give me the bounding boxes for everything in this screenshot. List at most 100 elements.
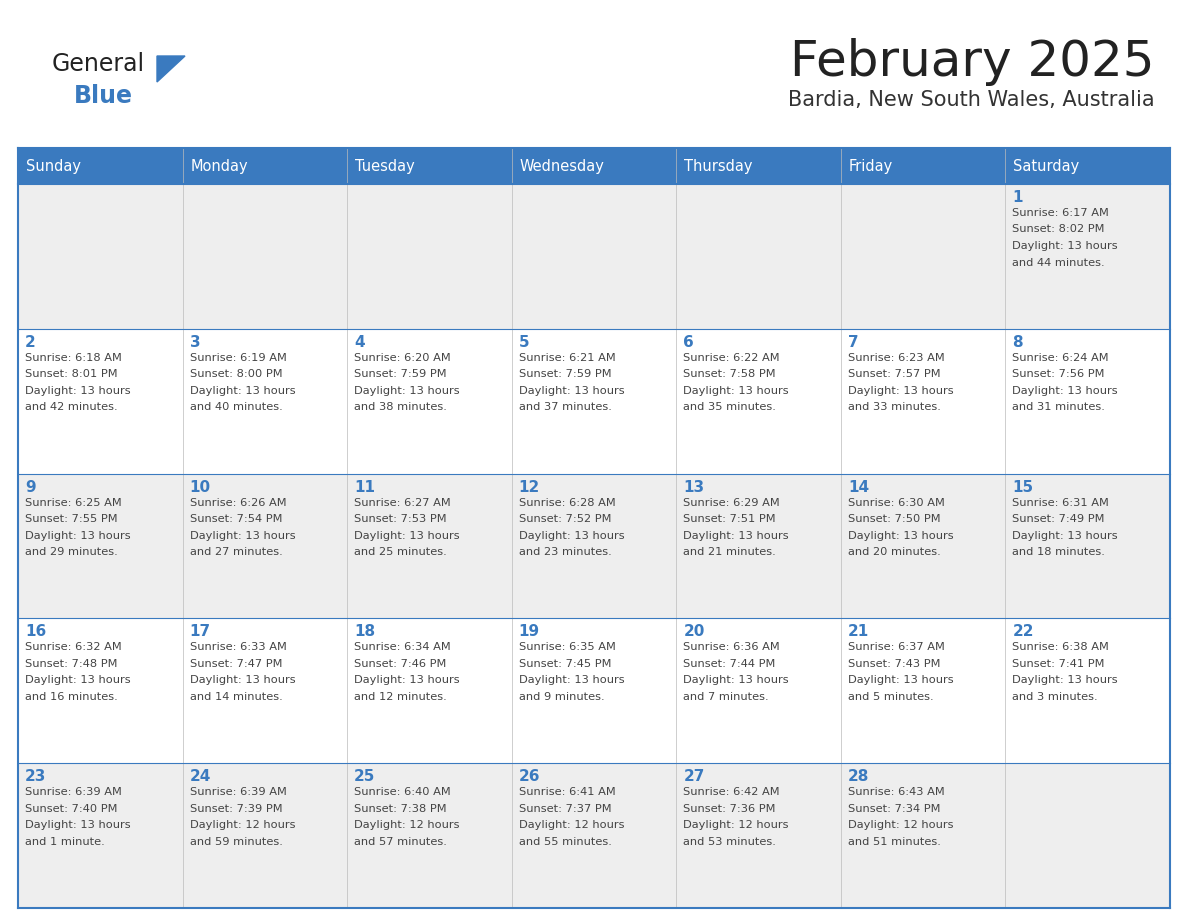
Text: Sunrise: 6:34 AM: Sunrise: 6:34 AM: [354, 643, 451, 653]
Text: Sunrise: 6:37 AM: Sunrise: 6:37 AM: [848, 643, 944, 653]
Text: 18: 18: [354, 624, 375, 640]
Text: Sunset: 7:45 PM: Sunset: 7:45 PM: [519, 659, 611, 669]
Text: Sunrise: 6:28 AM: Sunrise: 6:28 AM: [519, 498, 615, 508]
Text: 14: 14: [848, 479, 868, 495]
Text: 16: 16: [25, 624, 46, 640]
Text: 7: 7: [848, 335, 859, 350]
Text: Sunrise: 6:42 AM: Sunrise: 6:42 AM: [683, 788, 779, 797]
Bar: [841, 329, 1005, 474]
Text: Sunset: 7:46 PM: Sunset: 7:46 PM: [354, 659, 447, 669]
Bar: [841, 619, 1005, 763]
Text: Daylight: 12 hours: Daylight: 12 hours: [354, 820, 460, 830]
Text: Daylight: 13 hours: Daylight: 13 hours: [25, 386, 131, 396]
Text: and 53 minutes.: and 53 minutes.: [683, 836, 776, 846]
Text: Sunset: 7:37 PM: Sunset: 7:37 PM: [519, 803, 612, 813]
Text: Thursday: Thursday: [684, 159, 753, 174]
Bar: [18, 184, 183, 329]
Bar: [347, 329, 512, 474]
Text: Sunrise: 6:33 AM: Sunrise: 6:33 AM: [190, 643, 286, 653]
Text: 3: 3: [190, 335, 201, 350]
Text: 5: 5: [519, 335, 530, 350]
Text: 9: 9: [25, 479, 36, 495]
Text: and 33 minutes.: and 33 minutes.: [848, 402, 941, 412]
Text: Sunset: 7:57 PM: Sunset: 7:57 PM: [848, 369, 941, 379]
Text: and 20 minutes.: and 20 minutes.: [848, 547, 941, 557]
Bar: [183, 184, 347, 329]
Text: and 5 minutes.: and 5 minutes.: [848, 692, 934, 702]
Bar: [1005, 619, 1170, 763]
Text: and 9 minutes.: and 9 minutes.: [519, 692, 605, 702]
Text: and 12 minutes.: and 12 minutes.: [354, 692, 447, 702]
Text: 17: 17: [190, 624, 210, 640]
Bar: [512, 619, 676, 763]
Text: and 1 minute.: and 1 minute.: [25, 836, 105, 846]
Text: Sunset: 7:53 PM: Sunset: 7:53 PM: [354, 514, 447, 524]
Bar: [841, 763, 1005, 908]
Text: Daylight: 12 hours: Daylight: 12 hours: [683, 820, 789, 830]
Text: Sunrise: 6:25 AM: Sunrise: 6:25 AM: [25, 498, 121, 508]
Text: Daylight: 13 hours: Daylight: 13 hours: [683, 386, 789, 396]
Text: 8: 8: [1012, 335, 1023, 350]
Text: and 29 minutes.: and 29 minutes.: [25, 547, 118, 557]
Text: Sunrise: 6:27 AM: Sunrise: 6:27 AM: [354, 498, 451, 508]
Text: Sunset: 7:44 PM: Sunset: 7:44 PM: [683, 659, 776, 669]
Text: Sunrise: 6:31 AM: Sunrise: 6:31 AM: [1012, 498, 1110, 508]
Bar: [183, 619, 347, 763]
Text: Daylight: 13 hours: Daylight: 13 hours: [683, 676, 789, 686]
Text: Daylight: 13 hours: Daylight: 13 hours: [1012, 386, 1118, 396]
Text: Daylight: 13 hours: Daylight: 13 hours: [848, 531, 954, 541]
Text: 27: 27: [683, 769, 704, 784]
Text: General: General: [52, 52, 145, 76]
Text: Sunrise: 6:22 AM: Sunrise: 6:22 AM: [683, 353, 779, 363]
Text: Sunday: Sunday: [26, 159, 81, 174]
Text: Daylight: 13 hours: Daylight: 13 hours: [1012, 241, 1118, 251]
Polygon shape: [157, 56, 185, 82]
Text: and 55 minutes.: and 55 minutes.: [519, 836, 612, 846]
Text: Daylight: 12 hours: Daylight: 12 hours: [848, 820, 953, 830]
Text: and 35 minutes.: and 35 minutes.: [683, 402, 776, 412]
Text: 10: 10: [190, 479, 210, 495]
Bar: [18, 148, 1170, 184]
Text: Sunset: 7:47 PM: Sunset: 7:47 PM: [190, 659, 282, 669]
Text: Daylight: 13 hours: Daylight: 13 hours: [354, 386, 460, 396]
Text: Daylight: 13 hours: Daylight: 13 hours: [354, 531, 460, 541]
Text: Daylight: 13 hours: Daylight: 13 hours: [25, 820, 131, 830]
Text: and 38 minutes.: and 38 minutes.: [354, 402, 447, 412]
Text: 24: 24: [190, 769, 211, 784]
Text: Sunrise: 6:19 AM: Sunrise: 6:19 AM: [190, 353, 286, 363]
Text: Sunset: 7:36 PM: Sunset: 7:36 PM: [683, 803, 776, 813]
Text: Monday: Monday: [190, 159, 248, 174]
Text: Sunrise: 6:43 AM: Sunrise: 6:43 AM: [848, 788, 944, 797]
Bar: [1005, 184, 1170, 329]
Text: Sunrise: 6:38 AM: Sunrise: 6:38 AM: [1012, 643, 1110, 653]
Text: Sunset: 7:43 PM: Sunset: 7:43 PM: [848, 659, 941, 669]
Bar: [676, 474, 841, 619]
Text: Sunset: 8:00 PM: Sunset: 8:00 PM: [190, 369, 283, 379]
Text: Sunset: 7:48 PM: Sunset: 7:48 PM: [25, 659, 118, 669]
Text: Daylight: 12 hours: Daylight: 12 hours: [519, 820, 624, 830]
Text: Sunrise: 6:30 AM: Sunrise: 6:30 AM: [848, 498, 944, 508]
Bar: [347, 184, 512, 329]
Text: and 3 minutes.: and 3 minutes.: [1012, 692, 1098, 702]
Bar: [1005, 474, 1170, 619]
Bar: [676, 763, 841, 908]
Text: Daylight: 13 hours: Daylight: 13 hours: [848, 676, 954, 686]
Text: and 16 minutes.: and 16 minutes.: [25, 692, 118, 702]
Text: 22: 22: [1012, 624, 1034, 640]
Text: Sunset: 7:55 PM: Sunset: 7:55 PM: [25, 514, 118, 524]
Text: and 23 minutes.: and 23 minutes.: [519, 547, 612, 557]
Text: and 18 minutes.: and 18 minutes.: [1012, 547, 1105, 557]
Text: Sunrise: 6:40 AM: Sunrise: 6:40 AM: [354, 788, 451, 797]
Text: and 25 minutes.: and 25 minutes.: [354, 547, 447, 557]
Text: Saturday: Saturday: [1013, 159, 1080, 174]
Text: Sunrise: 6:17 AM: Sunrise: 6:17 AM: [1012, 208, 1110, 218]
Text: Daylight: 13 hours: Daylight: 13 hours: [848, 386, 954, 396]
Text: and 37 minutes.: and 37 minutes.: [519, 402, 612, 412]
Text: Sunrise: 6:39 AM: Sunrise: 6:39 AM: [190, 788, 286, 797]
Text: 15: 15: [1012, 479, 1034, 495]
Text: 28: 28: [848, 769, 870, 784]
Text: Daylight: 13 hours: Daylight: 13 hours: [1012, 531, 1118, 541]
Bar: [18, 329, 183, 474]
Text: Daylight: 12 hours: Daylight: 12 hours: [190, 820, 295, 830]
Text: February 2025: February 2025: [790, 38, 1155, 86]
